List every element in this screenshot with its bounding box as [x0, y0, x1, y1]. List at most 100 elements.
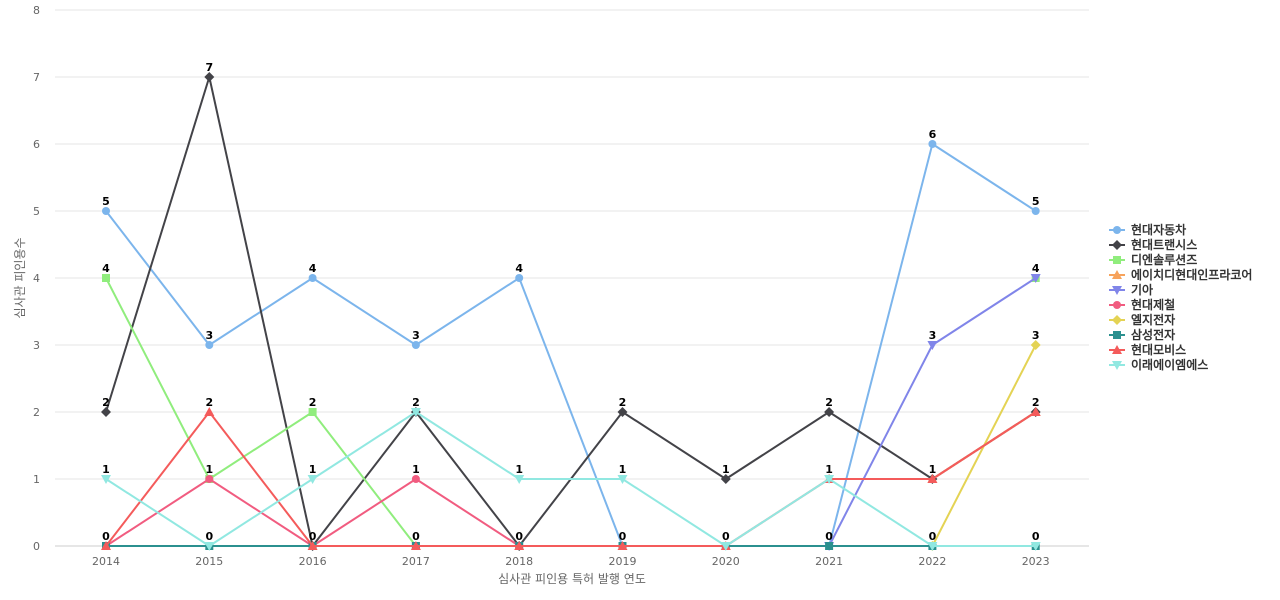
- legend-item[interactable]: 이래에이엠에스: [1109, 357, 1208, 372]
- data-label: 5: [1032, 195, 1040, 208]
- data-label: 1: [412, 463, 420, 476]
- data-labels: 5 4 2 1 0 7 3 2 1 0 4 2 1 0 3 2 1 0 4 1 0 2 1 0 1 0 2 1 0 6 3 1 0 5 4 3 2 0: [102, 61, 1040, 543]
- legend-item[interactable]: 에이치디현대인프라코어: [1109, 267, 1252, 282]
- data-label: 0: [102, 530, 110, 543]
- data-label: 2: [205, 396, 213, 409]
- data-point: [204, 542, 215, 551]
- series-1: [102, 140, 1040, 550]
- legend-label: 엘지전자: [1131, 312, 1175, 327]
- x-axis-title: 심사관 피인용 특허 발행 연도: [498, 571, 646, 586]
- data-label: 0: [205, 530, 213, 543]
- data-point: [515, 274, 524, 282]
- legend-symbol: [1112, 361, 1122, 370]
- data-point: [102, 207, 110, 215]
- series-line: [105, 411, 1037, 547]
- data-label: 3: [412, 329, 420, 342]
- grid: [55, 9, 1089, 547]
- series-line: [105, 411, 1036, 547]
- data-point: [927, 341, 938, 350]
- legend-item[interactable]: 삼성전자: [1109, 327, 1175, 342]
- x-tick-label: 2021: [815, 555, 843, 568]
- data-point: [928, 140, 937, 148]
- data-point: [204, 72, 215, 82]
- series-group: [101, 72, 1041, 551]
- data-label: 0: [309, 530, 317, 543]
- x-tick-label: 2014: [92, 555, 120, 568]
- data-label: 1: [722, 463, 730, 476]
- data-point: [308, 274, 317, 282]
- data-point: [102, 274, 110, 282]
- data-point: [1030, 340, 1041, 350]
- legend-label: 에이치디현대인프라코어: [1131, 267, 1252, 282]
- data-point: [720, 542, 731, 551]
- data-label: 1: [309, 463, 317, 476]
- legend-label: 삼성전자: [1131, 327, 1175, 342]
- data-point: [825, 542, 834, 550]
- legend-label: 이래에이엠에스: [1131, 357, 1208, 372]
- data-point: [1030, 542, 1041, 551]
- y-tick-label: 8: [33, 4, 40, 17]
- legend-item[interactable]: 디엔솔루션즈: [1109, 252, 1197, 267]
- legend-symbol: [1113, 301, 1121, 309]
- data-point: [307, 541, 318, 550]
- y-tick-label: 4: [33, 272, 40, 285]
- legend-symbol: [1113, 331, 1121, 339]
- data-label: 3: [929, 329, 937, 342]
- data-label: 0: [412, 530, 420, 543]
- data-label: 4: [1032, 262, 1040, 275]
- data-label: 2: [102, 396, 110, 409]
- y-tick-label: 0: [33, 540, 40, 553]
- legend-item[interactable]: 현대제철: [1109, 297, 1175, 312]
- data-label: 4: [102, 262, 110, 275]
- data-point: [308, 408, 317, 416]
- x-tick-label: 2023: [1022, 555, 1050, 568]
- legend-item[interactable]: 현대트랜시스: [1109, 237, 1197, 252]
- data-label: 0: [825, 530, 833, 543]
- data-label: 4: [515, 262, 523, 275]
- data-point: [927, 542, 938, 551]
- y-axis: 0 1 2 3 4 5 6 7 8: [33, 4, 40, 553]
- legend-symbol: [1113, 256, 1121, 264]
- legend-item[interactable]: 엘지전자: [1109, 312, 1175, 327]
- data-label: 1: [102, 463, 110, 476]
- legend-item[interactable]: 현대모비스: [1109, 342, 1186, 357]
- data-point: [617, 475, 628, 484]
- legend-symbol: [1112, 286, 1122, 295]
- x-tick-label: 2018: [505, 555, 533, 568]
- y-tick-label: 1: [33, 473, 40, 486]
- data-label: 2: [825, 396, 833, 409]
- legend-symbol: [1112, 240, 1122, 250]
- y-tick-label: 2: [33, 406, 40, 419]
- data-point: [824, 475, 835, 484]
- data-point: [720, 474, 731, 484]
- y-axis-title: 심사관 피인용수: [13, 237, 27, 318]
- legend-symbol: [1112, 270, 1122, 279]
- data-point: [1030, 274, 1041, 283]
- data-point: [514, 541, 525, 550]
- legend-label: 현대제철: [1131, 297, 1175, 312]
- data-label: 2: [309, 396, 317, 409]
- legend-item[interactable]: 기아: [1109, 282, 1153, 297]
- data-label: 1: [619, 463, 627, 476]
- legend: 현대자동차현대트랜시스디엔솔루션즈에이치디현대인프라코어기아현대제철엘지전자삼성…: [1109, 222, 1252, 372]
- data-point: [411, 475, 420, 483]
- data-point: [410, 541, 421, 550]
- data-point: [927, 474, 938, 483]
- legend-label: 현대모비스: [1131, 342, 1186, 357]
- legend-item[interactable]: 현대자동차: [1109, 222, 1186, 237]
- data-label: 0: [929, 530, 937, 543]
- data-label: 2: [412, 396, 420, 409]
- legend-symbol: [1112, 315, 1122, 325]
- series-line: [105, 76, 1037, 547]
- data-point: [101, 475, 111, 484]
- data-label: 0: [515, 530, 523, 543]
- y-tick-label: 6: [33, 138, 40, 151]
- data-label: 5: [102, 195, 110, 208]
- x-tick-label: 2016: [299, 555, 327, 568]
- data-label: 0: [1032, 530, 1040, 543]
- legend-label: 현대트랜시스: [1131, 237, 1197, 252]
- data-point: [617, 407, 628, 417]
- data-point: [205, 341, 214, 349]
